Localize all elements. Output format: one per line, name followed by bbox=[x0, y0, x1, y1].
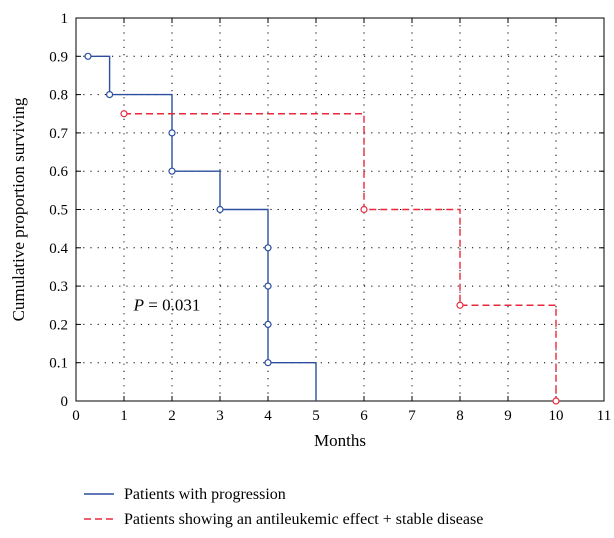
y-tick-label: 0.6 bbox=[49, 164, 68, 180]
x-tick-label: 9 bbox=[504, 408, 512, 424]
series-2-step-line bbox=[124, 113, 557, 401]
x-tick-label: 10 bbox=[549, 408, 564, 424]
x-tick-label: 5 bbox=[312, 408, 320, 424]
y-tick-label: 0.2 bbox=[49, 317, 68, 333]
censor-marker bbox=[264, 320, 272, 328]
data-series bbox=[84, 52, 560, 405]
p-value-annotation: P = 0.031 bbox=[133, 295, 201, 314]
censor-marker bbox=[264, 244, 272, 252]
censor-marker bbox=[360, 205, 368, 214]
y-tick-label: 0.7 bbox=[49, 126, 68, 142]
x-tick-label: 3 bbox=[216, 408, 224, 424]
y-tick-label: 0.5 bbox=[49, 203, 68, 219]
p-value-symbol: P bbox=[133, 295, 144, 314]
y-tick-label: 0 bbox=[61, 394, 69, 410]
censor-marker bbox=[84, 52, 92, 60]
x-tick-label: 2 bbox=[168, 408, 176, 424]
x-tick-label: 6 bbox=[360, 408, 368, 424]
y-tick-label: 0.4 bbox=[49, 241, 68, 257]
x-tick-label: 1 bbox=[120, 408, 128, 424]
x-tick-label: 0 bbox=[72, 408, 80, 424]
series-1 bbox=[84, 52, 317, 401]
legend-label-2: Patients showing an antileukemic effect … bbox=[124, 511, 483, 528]
censor-marker bbox=[105, 90, 114, 99]
y-tick-label: 0.9 bbox=[49, 49, 68, 65]
p-value-text: = 0.031 bbox=[144, 295, 200, 314]
censor-marker bbox=[456, 301, 464, 309]
series-2 bbox=[120, 110, 560, 405]
censor-marker bbox=[264, 282, 272, 290]
censor-marker bbox=[264, 359, 272, 367]
censor-marker bbox=[216, 205, 224, 214]
x-tick-label: 7 bbox=[408, 408, 416, 424]
x-axis-title: Months bbox=[314, 431, 366, 450]
x-tick-label: 8 bbox=[456, 408, 464, 424]
grid-lines bbox=[76, 18, 604, 401]
y-tick-label: 1 bbox=[61, 11, 69, 27]
axis-ticks: 0 1 2 3 4 5 6 7 8 9 10 11 0 0.1 0.2 0.3 0.4 0.5 0.6 0.7 0.8 0… bbox=[49, 11, 611, 424]
y-tick-label: 0.8 bbox=[49, 88, 68, 104]
x-tick-label: 11 bbox=[597, 408, 611, 424]
censor-marker bbox=[552, 397, 560, 405]
x-tick-label: 4 bbox=[264, 408, 272, 424]
censor-marker bbox=[168, 129, 176, 137]
y-tick-label: 0.1 bbox=[49, 356, 68, 372]
legend: Patients with progression Patients showin… bbox=[84, 486, 483, 528]
y-axis-title: Cumulative proportion surviving bbox=[9, 97, 28, 321]
series-1-step-line bbox=[85, 55, 317, 401]
censor-marker bbox=[168, 167, 176, 175]
y-tick-label: 0.3 bbox=[49, 279, 68, 295]
censor-marker bbox=[120, 110, 128, 118]
legend-label-1: Patients with progression bbox=[124, 486, 286, 503]
